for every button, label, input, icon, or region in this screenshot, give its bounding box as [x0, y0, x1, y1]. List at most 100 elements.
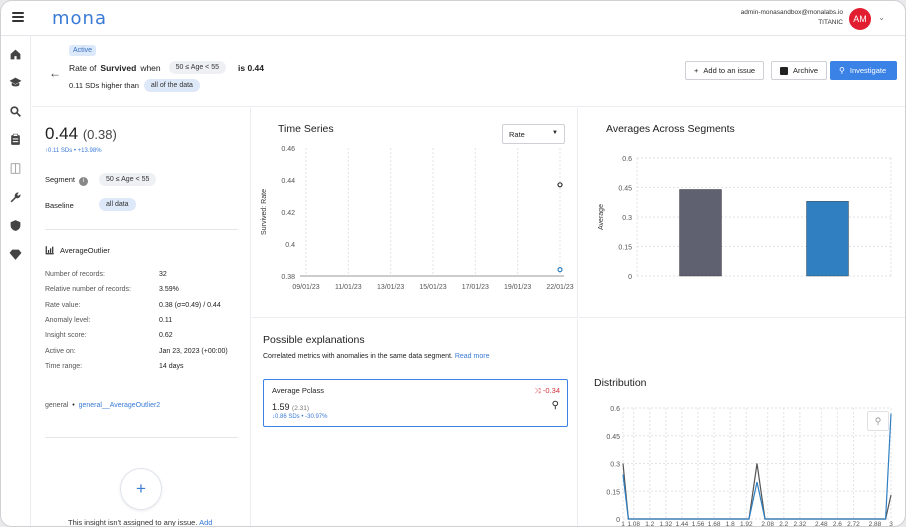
y-tick-label: 0.38 — [281, 274, 295, 281]
detail-key: Insight score: — [45, 332, 87, 340]
search-icon: ⚲ — [839, 66, 845, 75]
tag-prefix: general — [45, 402, 69, 409]
archive-label: Archive — [793, 66, 819, 75]
y-tick-label: 0 — [616, 517, 620, 524]
explanation-delta: ↓0.86 SDs • -30.97% — [272, 414, 328, 420]
avatar[interactable]: AM — [849, 8, 871, 30]
x-tick-label: 1 — [621, 521, 625, 527]
bar — [679, 189, 722, 277]
detail-key: Time range: — [45, 362, 83, 370]
y-tick-label: 0.4 — [285, 242, 295, 249]
x-tick-label: 1.44 — [676, 521, 689, 527]
y-tick-label: 0.46 — [281, 146, 295, 153]
x-tick-label: 13/01/23 — [377, 284, 404, 291]
zoom-icon[interactable]: ⚲ — [867, 411, 889, 431]
detail-row: Insight score: 0.62 — [45, 332, 173, 340]
y-tick-label: 0.6 — [610, 406, 620, 413]
search-icon[interactable] — [9, 105, 22, 118]
y-axis-label: Survived: Rate — [261, 189, 268, 235]
plus-icon: + — [694, 66, 699, 75]
y-axis-label: Average — [598, 204, 605, 230]
home-icon[interactable] — [9, 48, 22, 61]
metric-select[interactable]: Rate ▼ — [502, 124, 565, 144]
x-tick-label: 3 — [889, 521, 893, 527]
back-arrow-icon[interactable]: ← — [49, 66, 61, 80]
x-tick-label: 09/01/23 — [292, 284, 319, 291]
averages-title: Averages Across Segments — [606, 123, 735, 135]
detail-key: Active on: — [45, 347, 76, 355]
archive-button[interactable]: Archive — [771, 61, 828, 80]
info-icon[interactable]: i — [79, 177, 89, 186]
user-email: admin-monasandbox@monalabs.io — [740, 9, 843, 16]
add-issue-plus-button[interactable]: + — [120, 468, 162, 510]
baseline-value: (0.38) — [82, 127, 117, 142]
diamond-icon[interactable] — [9, 248, 22, 261]
detail-key: Anomaly level: — [45, 316, 91, 324]
graduation-cap-icon[interactable] — [9, 76, 22, 89]
x-tick-label: 2.6 — [833, 521, 842, 527]
top-bar: mona admin-monasandbox@monalabs.io TITAN… — [1, 1, 905, 36]
divider — [45, 437, 238, 438]
time-series-chart: 0.38 0.4 0.42 0.44 0.46 09/01/23 11/01/23 13/01… — [261, 146, 574, 291]
x-tick-label: 2.48 — [815, 521, 828, 527]
add-to-issue-button[interactable]: + Add to an issue — [685, 61, 765, 80]
insight-type-label: AverageOutlier — [60, 245, 110, 255]
explanations-title: Possible explanations — [263, 334, 365, 346]
logo[interactable]: mona — [52, 8, 107, 29]
distribution-title: Distribution — [594, 377, 647, 389]
y-tick-label: 0.3 — [610, 462, 620, 469]
y-tick-label: 0.45 — [618, 186, 632, 193]
book-icon[interactable] — [9, 162, 22, 175]
status-badge: Active — [69, 45, 97, 56]
shield-icon[interactable] — [9, 219, 22, 232]
averages-chart: 0 0.15 0.3 0.45 0.6 Average — [598, 156, 892, 281]
explanation-card[interactable]: Average Pclass ⤨ -0.34 1.59 (2.31) ↓0.86… — [263, 379, 568, 427]
explanation-metric: Average Pclass — [272, 386, 324, 395]
title-prefix: Rate of — [69, 62, 97, 73]
divider — [45, 229, 238, 230]
add-issue-link[interactable]: Add — [199, 518, 213, 527]
baseline-chip[interactable]: all data — [99, 198, 136, 211]
insight-type: AverageOutlier — [45, 245, 110, 255]
baseline-label: Baseline — [45, 201, 74, 210]
y-tick-label: 0.15 — [606, 489, 620, 496]
trend-down-icon: ⤨ — [534, 386, 541, 395]
explanations-desc: Correlated metrics with anomalies in the… — [263, 353, 490, 360]
tag-link[interactable]: general__AverageOutlier2 — [78, 402, 161, 409]
detail-value: 32 — [159, 271, 167, 278]
insight-value: 0.44 (0.38) — [45, 124, 117, 144]
baseline-chip[interactable]: all of the data — [143, 79, 200, 92]
x-tick-label: 22/01/23 — [546, 284, 573, 291]
wrench-icon[interactable] — [9, 191, 22, 204]
x-tick-label: 1.8 — [726, 521, 735, 527]
investigate-button[interactable]: ⚲ Investigate — [830, 61, 897, 80]
segment-chip[interactable]: 50 ≤ Age < 55 — [168, 61, 226, 74]
y-tick-label: 0 — [628, 274, 632, 281]
chevron-down-icon[interactable]: ⌄ — [878, 13, 885, 22]
clipboard-icon[interactable] — [9, 133, 22, 146]
insight-subtitle: 0.11 SDs higher than all of the data — [69, 79, 200, 92]
archive-icon — [780, 66, 788, 75]
no-issue-text: This insight isn't assigned to any issue… — [68, 518, 213, 527]
investigate-label: Investigate — [849, 66, 887, 75]
explanation-value: 1.59 (2.31) — [272, 402, 310, 412]
x-tick-label: 2.2 — [779, 521, 788, 527]
time-series-title: Time Series — [278, 123, 334, 135]
x-tick-label: 2.08 — [761, 521, 774, 527]
detail-value: 3.59% — [159, 286, 179, 294]
read-more-link[interactable]: Read more — [454, 353, 490, 360]
bar — [806, 201, 849, 277]
subtitle-text: 0.11 SDs higher than — [69, 81, 139, 90]
menu-icon[interactable] — [12, 12, 24, 22]
distribution-chart: 0 0.15 0.3 0.45 0.6 1 1.08 1.2 1.32 1.44 1.56 1.68 1… — [606, 406, 893, 527]
x-tick-label: 2.72 — [847, 521, 860, 527]
detail-row: Anomaly level: 0.11 — [45, 316, 172, 324]
zoom-in-icon[interactable]: ⚲ — [551, 400, 559, 411]
x-tick-label: 1.92 — [740, 521, 753, 527]
explanations-panel: Possible explanations Correlated metrics… — [252, 319, 578, 526]
segment-chip[interactable]: 50 ≤ Age < 55 — [99, 173, 157, 186]
tag-line: general • general__AverageOutlier2 — [45, 402, 161, 409]
metric-name: Survived — [100, 62, 137, 73]
y-tick-label: 0.42 — [281, 210, 295, 217]
